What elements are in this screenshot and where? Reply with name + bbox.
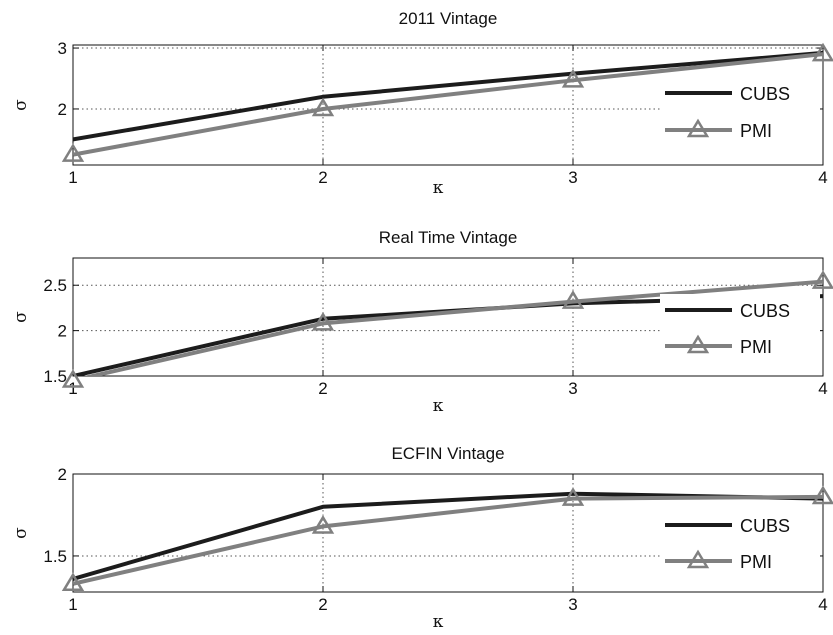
chart-title: ECFIN Vintage — [391, 444, 504, 463]
x-tick-label: 2 — [318, 595, 327, 614]
legend-bg — [660, 509, 820, 577]
legend-label-pmi: PMI — [740, 337, 772, 357]
x-tick-label: 2 — [318, 379, 327, 398]
chart-panel-1: 2011 Vintage 1 2 3 4 2 3 κ σ CUBS PMI — [11, 9, 833, 198]
legend-bg — [660, 294, 820, 362]
y-tick-label: 3 — [58, 39, 67, 58]
y-tick-label: 2.5 — [43, 276, 67, 295]
y-tick-label: 2 — [58, 100, 67, 119]
x-axis-label: κ — [433, 612, 444, 632]
chart-title: Real Time Vintage — [379, 228, 518, 247]
plot-frame — [72, 257, 824, 377]
legend-label-pmi: PMI — [740, 552, 772, 572]
pmi-marker — [561, 487, 585, 506]
y-axis-label: σ — [11, 311, 31, 323]
y-axis-label: σ — [11, 99, 31, 111]
pmi-marker — [61, 572, 85, 592]
pmi-marker — [811, 42, 833, 62]
plot-frame — [72, 44, 824, 166]
x-tick-label: 1 — [68, 379, 77, 398]
pmi-marker — [61, 369, 85, 388]
x-axis-label: κ — [433, 396, 444, 416]
chart-panel-2: Real Time Vintage 1 2 3 4 1.5 2 2.5 κ σ CUBS PMI — [11, 228, 833, 416]
pmi-marker — [811, 270, 833, 289]
y-tick-label: 2 — [58, 465, 67, 484]
pmi-marker — [311, 515, 335, 534]
series-line-pmi — [83, 279, 823, 376]
y-tick-label: 1.5 — [43, 367, 67, 386]
legend-label-cubs: CUBS — [740, 516, 790, 536]
series-line-pmi — [73, 494, 823, 586]
series-line-pmi — [73, 52, 823, 157]
pmi-marker — [311, 97, 335, 117]
series-line-cubs — [73, 50, 823, 142]
x-tick-label: 1 — [68, 595, 77, 614]
pmi-marker — [561, 68, 585, 88]
legend-marker-pmi — [686, 549, 710, 569]
pmi-marker — [561, 290, 585, 309]
chart-title: 2011 Vintage — [399, 9, 498, 28]
x-axis-label: κ — [433, 178, 444, 198]
x-tick-label: 4 — [818, 595, 827, 614]
plot-frame — [72, 473, 824, 593]
x-tick-label: 4 — [818, 379, 827, 398]
y-tick-label: 2 — [58, 322, 67, 341]
legend-label-cubs: CUBS — [740, 301, 790, 321]
y-axis-label: σ — [11, 527, 31, 539]
pmi-marker — [311, 311, 335, 331]
x-tick-label: 3 — [568, 168, 577, 187]
legend-label-pmi: PMI — [740, 121, 772, 141]
pmi-marker — [811, 485, 833, 505]
x-tick-label: 4 — [818, 168, 827, 187]
chart-panel-3: ECFIN Vintage 1 2 3 4 1.5 2 κ σ CUBS PMI — [11, 444, 833, 632]
legend-label-cubs: CUBS — [740, 84, 790, 104]
legend-marker-pmi — [686, 118, 710, 138]
legend-bg — [660, 77, 820, 146]
legend-marker-pmi — [686, 334, 710, 354]
pmi-marker — [61, 143, 85, 162]
x-tick-label: 3 — [568, 595, 577, 614]
x-tick-label: 3 — [568, 379, 577, 398]
x-tick-label: 1 — [68, 168, 77, 187]
y-tick-label: 1.5 — [43, 547, 67, 566]
x-tick-label: 2 — [318, 168, 327, 187]
